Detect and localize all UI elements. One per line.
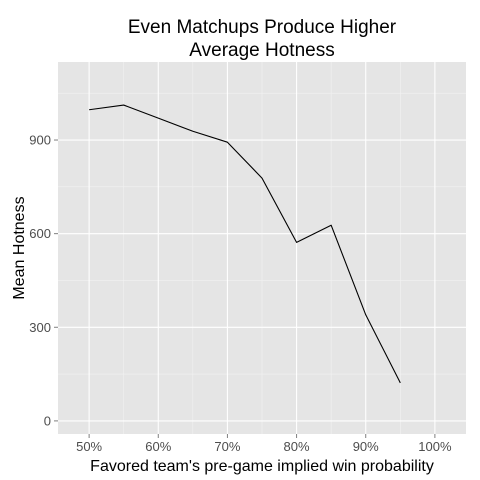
chart-title-line-2: Average Hotness	[189, 40, 334, 61]
y-tick-label: 600	[29, 226, 51, 241]
y-axis-title: Mean Hotness	[11, 196, 28, 299]
y-tick-label: 300	[29, 320, 51, 335]
minor-gridlines	[58, 62, 466, 434]
x-tick-label: 90%	[353, 439, 379, 454]
series-line	[89, 104, 401, 384]
x-tick-label: 70%	[214, 439, 240, 454]
series-layer	[89, 104, 401, 384]
y-tick-label: 0	[44, 413, 51, 428]
y-tick-label: 900	[29, 133, 51, 148]
chart-title-line-1: Even Matchups Produce Higher	[128, 17, 397, 38]
x-tick-label: 100%	[418, 439, 452, 454]
x-tick-label: 80%	[284, 439, 310, 454]
x-axis-title: Favored team's pre-game implied win prob…	[90, 458, 434, 475]
x-tick-label: 50%	[76, 439, 102, 454]
x-axis: 50% 60% 70% 80% 90% 100%	[76, 434, 452, 454]
x-tick-label: 60%	[145, 439, 171, 454]
major-gridlines	[58, 62, 466, 434]
y-axis: 0 300 600 900	[29, 133, 58, 428]
